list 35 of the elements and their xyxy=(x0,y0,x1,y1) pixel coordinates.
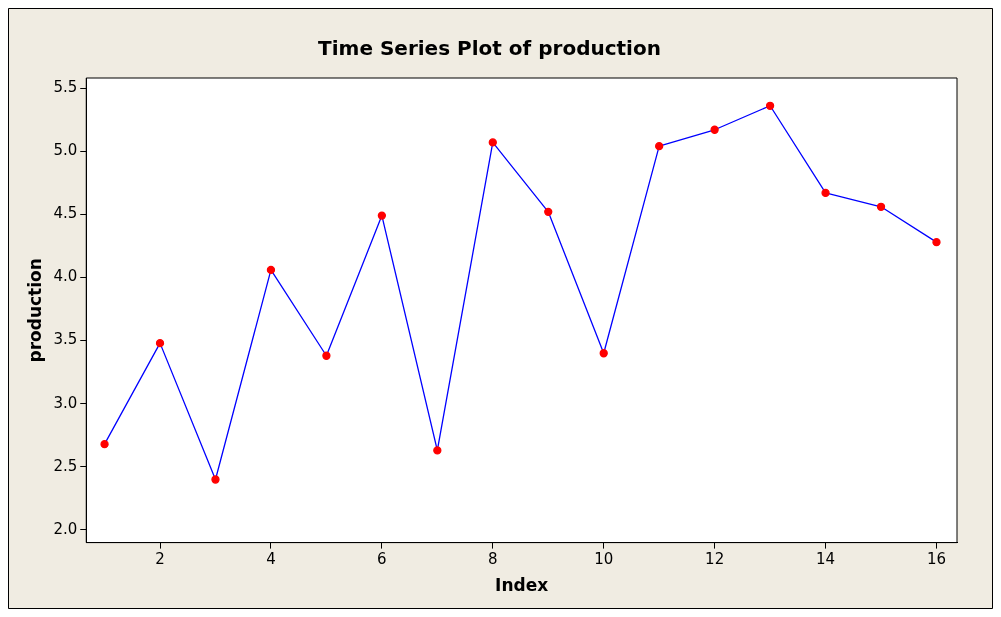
point xyxy=(322,351,331,360)
x-tick-label: 6 xyxy=(377,550,387,569)
x-tick-label: 14 xyxy=(816,550,836,569)
x-tick-label: 4 xyxy=(266,550,276,569)
x-tick-label: 8 xyxy=(488,550,498,569)
point xyxy=(155,338,165,348)
point xyxy=(488,138,497,147)
x-tick-label: 16 xyxy=(926,550,947,569)
y-tick-label: 4.5 xyxy=(53,204,78,223)
y-tick-label: 5.5 xyxy=(53,77,78,96)
y-axis-title: production xyxy=(24,258,45,363)
point xyxy=(765,101,775,110)
point xyxy=(932,237,941,247)
x-tick-label: 2 xyxy=(155,550,165,569)
y-tick-label: 3.5 xyxy=(53,330,78,349)
point xyxy=(655,142,664,151)
x-axis-title: Index xyxy=(495,575,549,596)
point xyxy=(821,188,830,198)
point xyxy=(100,439,109,449)
y-tick-label: 4.0 xyxy=(53,267,78,286)
point xyxy=(544,207,553,216)
x-tick-label: 12 xyxy=(705,550,725,569)
y-tick-label: 2.0 xyxy=(53,519,78,538)
x-tick-label: 10 xyxy=(594,550,614,569)
point xyxy=(433,446,442,455)
point xyxy=(710,125,719,134)
point xyxy=(599,349,608,358)
y-tick-label: 5.0 xyxy=(53,141,78,160)
y-tick-label: 2.5 xyxy=(53,456,78,475)
point xyxy=(876,202,886,211)
chart-title: Time Series Plot of production xyxy=(318,36,661,61)
point xyxy=(266,265,276,275)
y-tick-label: 3.0 xyxy=(53,393,78,412)
point xyxy=(211,475,220,484)
point xyxy=(377,211,387,220)
